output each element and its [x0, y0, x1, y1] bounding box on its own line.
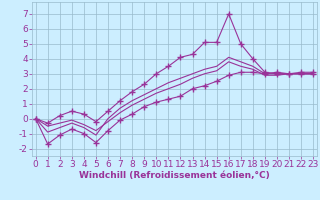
X-axis label: Windchill (Refroidissement éolien,°C): Windchill (Refroidissement éolien,°C) — [79, 171, 270, 180]
